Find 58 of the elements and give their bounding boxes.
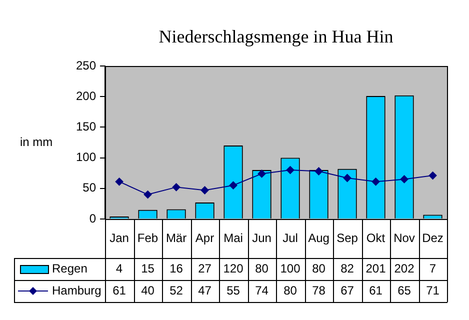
data-label: 40 (141, 283, 155, 298)
data-label: 78 (312, 283, 326, 298)
data-label: 61 (112, 283, 126, 298)
point (258, 170, 266, 178)
data-label: 82 (340, 261, 354, 276)
x-tick-label: Mär (166, 230, 187, 245)
point (372, 178, 380, 186)
legend-label: Hamburg (52, 283, 102, 298)
data-label: 80 (312, 261, 326, 276)
x-tick-label: Jun (252, 230, 272, 245)
data-label: 71 (426, 283, 440, 298)
x-tick-label: Aug (308, 230, 330, 245)
y-tick-label: 250 (76, 58, 96, 72)
data-label: 27 (198, 261, 212, 276)
data-label: 74 (255, 283, 269, 298)
x-tick-label: Apr (195, 230, 214, 245)
x-tick-label: Sep (336, 230, 358, 245)
x-tick-label: Feb (137, 230, 158, 245)
y-tick-label: 50 (82, 180, 96, 195)
data-label: 65 (398, 283, 412, 298)
data-label: 80 (255, 261, 269, 276)
data-label: 7 (429, 261, 436, 276)
data-label: 61 (369, 283, 383, 298)
point (144, 190, 152, 199)
legend-label: Regen (52, 261, 88, 276)
data-label: 16 (170, 261, 184, 276)
data-label: 52 (170, 283, 184, 298)
chart-title: Niederschlagsmenge in Hua Hin (158, 26, 394, 47)
x-tick-label: Dez (422, 230, 444, 245)
point (172, 183, 180, 192)
x-tick-label: Nov (394, 230, 415, 245)
data-label: 15 (141, 261, 155, 276)
data-label: 47 (198, 283, 212, 298)
data-label: 201 (366, 261, 386, 276)
data-label: 202 (394, 261, 415, 276)
data-label: 120 (223, 261, 244, 276)
data-label: 55 (226, 283, 240, 298)
y-tick-label: 200 (76, 88, 96, 103)
point (343, 174, 352, 182)
point (200, 186, 209, 194)
x-tick-label: Okt (366, 230, 386, 245)
point (400, 175, 408, 184)
y-tick-label: 150 (76, 120, 96, 134)
point (229, 181, 238, 190)
x-tick-label: Mai (224, 230, 243, 245)
y-tick-label: 0 (89, 211, 96, 226)
x-tick-label: Jul (282, 230, 298, 245)
point (286, 166, 294, 174)
data-label: 4 (116, 261, 123, 276)
data-label: 67 (340, 283, 354, 298)
data-label: 80 (284, 283, 298, 298)
y-tick-label: 100 (76, 150, 96, 164)
point (115, 178, 124, 186)
y-axis-title: in mm (20, 134, 53, 149)
point (314, 167, 323, 176)
point (428, 172, 437, 180)
data-label: 100 (280, 261, 301, 276)
x-tick-label: Jan (110, 230, 129, 245)
